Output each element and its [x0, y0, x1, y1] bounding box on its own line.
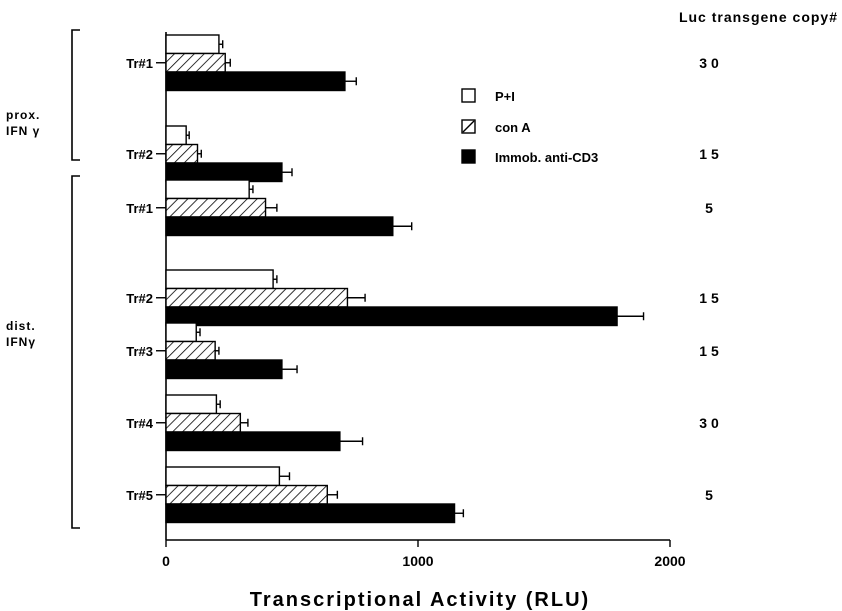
- bar-g1-Tr4-cd3: [165, 431, 341, 452]
- bar-g1-Tr1-cd3: [165, 216, 394, 237]
- line-label-g0-Tr2: Tr#2: [126, 147, 153, 162]
- line-label-g1-Tr5: Tr#5: [126, 488, 153, 503]
- copy-number-g1-Tr2: 1 5: [699, 290, 719, 306]
- bar-g1-Tr3-pi: [165, 322, 197, 343]
- bar-g1-Tr4-pi: [165, 394, 218, 415]
- line-labels: Tr#1 3 0 Tr#2 1 5 Tr#1 5 Tr#2 1 5 Tr#3 1 5 Tr#4 3 0…: [6, 55, 719, 503]
- bar-g0-Tr1-cd3: [165, 71, 346, 92]
- line-label-g1-Tr3: Tr#3: [126, 344, 153, 359]
- bars: [165, 34, 645, 524]
- bar-g0-Tr1-pi: [165, 34, 220, 55]
- legend-swatch-pi: [461, 88, 476, 103]
- x-axis-title: Transcriptional Activity (RLU): [250, 589, 590, 611]
- copy-number-g1-Tr4: 3 0: [699, 415, 719, 431]
- x-tick-label-1: 1000: [402, 553, 433, 569]
- x-tick-label-2: 2000: [654, 553, 685, 569]
- copy-number-g0-Tr1: 3 0: [699, 55, 719, 71]
- bar-g1-Tr3-cd3: [165, 359, 283, 380]
- dist-group-bracket: [71, 175, 80, 529]
- legend-label-pi: P+I: [495, 89, 515, 104]
- bar-g0-Tr2-pi: [165, 125, 187, 146]
- copy-number-g1-Tr5: 5: [705, 487, 713, 503]
- line-label-g1-Tr4: Tr#4: [126, 416, 154, 431]
- bar-g1-Tr5-pi: [165, 466, 281, 487]
- bar-g0-Tr1-cona: [165, 52, 226, 73]
- bar-g1-Tr2-cd3: [165, 306, 618, 327]
- legend-label-cd3: Immob. anti-CD3: [495, 150, 598, 165]
- bar-g1-Tr3-cona: [165, 340, 216, 361]
- legend-swatch-cd3: [461, 149, 476, 164]
- legend-swatch-cona-hatch: [462, 120, 475, 133]
- bar-g0-Tr2-cd3: [165, 162, 283, 183]
- copy-number-g1-Tr3: 1 5: [699, 343, 719, 359]
- bar-g1-Tr4-cona: [165, 412, 242, 433]
- line-label-g1-Tr1: Tr#1: [126, 201, 153, 216]
- bar-g1-Tr2-pi: [165, 269, 274, 290]
- prox-group-bracket: [71, 29, 80, 161]
- copy-number-g0-Tr2: 1 5: [699, 146, 719, 162]
- legend: P+I con A Immob. anti-CD3: [461, 88, 598, 165]
- bar-g1-Tr5-cona: [165, 484, 328, 505]
- line-label-g1-Tr2: Tr#2: [126, 291, 153, 306]
- x-tick-label-0: 0: [162, 553, 170, 569]
- bar-g1-Tr5-cd3: [165, 503, 456, 524]
- line-label-g0-Tr1: Tr#1: [126, 56, 153, 71]
- copy-number-header: Luc transgene copy#: [679, 9, 838, 25]
- bar-g0-Tr2-cona: [165, 143, 199, 164]
- group-label-dist: dist. IFNγ: [6, 319, 36, 349]
- bar-g1-Tr1-pi: [165, 179, 250, 200]
- copy-number-g1-Tr1: 5: [705, 200, 713, 216]
- bar-g1-Tr2-cona: [165, 287, 349, 308]
- bar-g1-Tr1-cona: [165, 197, 267, 218]
- group-label-prox: prox. IFN γ: [6, 108, 40, 138]
- legend-label-cona: con A: [495, 120, 531, 135]
- x-ticks: 0 1000 2000: [162, 540, 686, 569]
